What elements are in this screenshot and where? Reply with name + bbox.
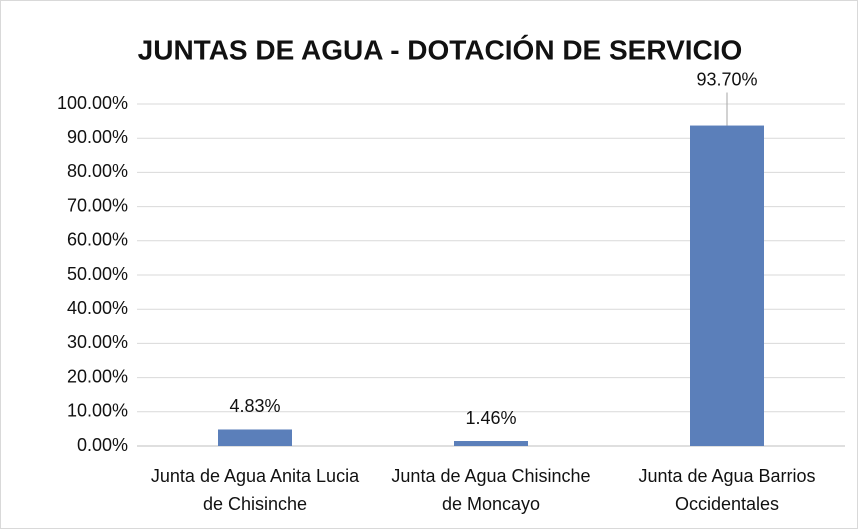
y-tick-label: 50.00% [67,264,128,284]
y-tick-label: 20.00% [67,366,128,386]
data-label: 1.46% [465,408,516,428]
y-tick-label: 90.00% [67,127,128,147]
y-tick-label: 70.00% [67,195,128,215]
y-tick-label: 100.00% [57,93,128,113]
bar [690,125,764,447]
y-tick-label: 10.00% [67,401,128,421]
y-tick-label: 30.00% [67,332,128,352]
y-tick-label: 0.00% [77,435,128,455]
y-tick-label: 40.00% [67,298,128,318]
x-tick-label: Junta de Agua Chisinche de Moncayo [391,466,591,514]
y-tick-label: 80.00% [67,161,128,181]
data-label: 4.83% [229,396,280,416]
x-tick-label: Junta de Agua Barrios Occidentales [638,466,816,514]
data-label: 93.70% [696,69,757,89]
chart-title: JUNTAS DE AGUA - DOTACIÓN DE SERVICIO [138,34,743,65]
bar [218,429,292,446]
bar [454,441,528,446]
x-tick-label: Junta de Agua Anita Lucia de Chisinche [150,466,360,514]
y-tick-label: 60.00% [67,230,128,250]
